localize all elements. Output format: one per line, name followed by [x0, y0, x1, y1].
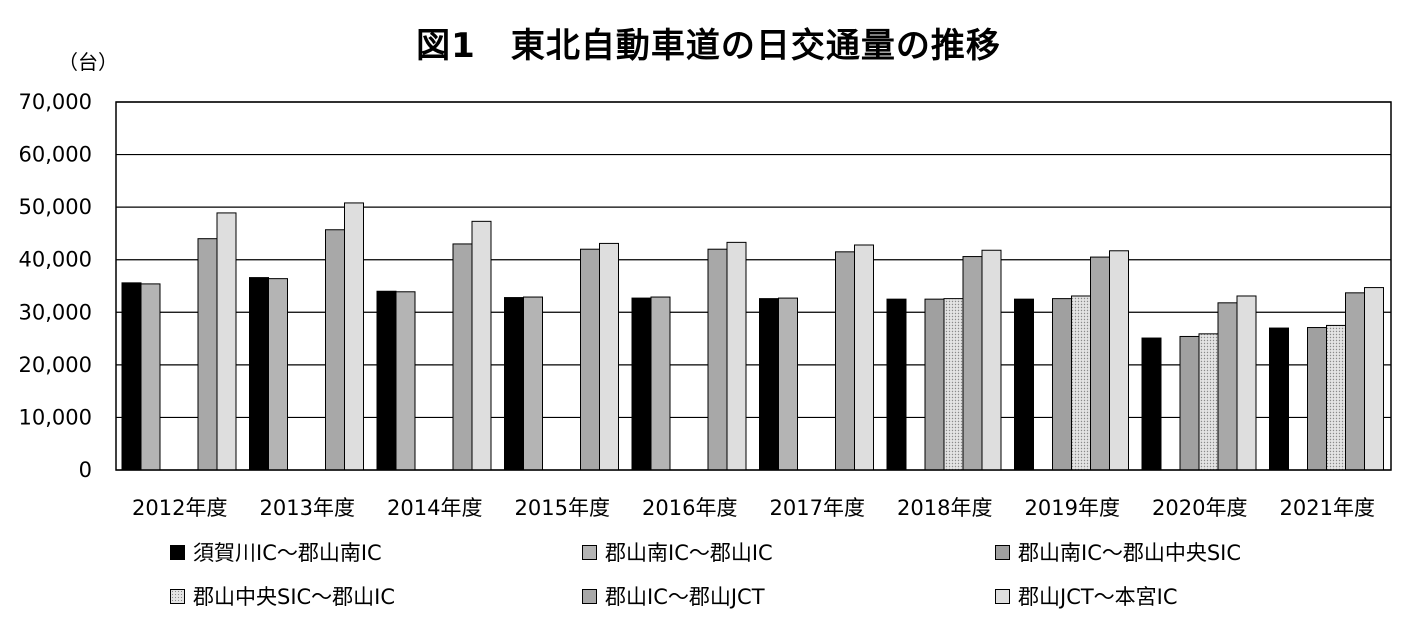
x-tick-label: 2020年度	[1152, 496, 1247, 520]
bar	[1014, 298, 1034, 471]
bar	[599, 242, 619, 471]
bar	[1090, 256, 1110, 471]
x-tick-label: 2018年度	[897, 496, 992, 520]
bar	[121, 282, 142, 471]
bar	[452, 243, 473, 471]
y-tick-label: 10,000	[19, 405, 92, 429]
bar	[197, 238, 218, 471]
bar	[962, 256, 983, 471]
bar	[1269, 327, 1289, 471]
plot-frame	[115, 101, 1392, 471]
y-tick-label: 70,000	[19, 90, 92, 114]
bar	[523, 296, 543, 471]
y-unit-label: （台）	[58, 50, 118, 74]
bar	[1052, 298, 1072, 471]
bar	[886, 298, 907, 471]
bar	[1071, 295, 1091, 471]
x-tick-label: 2012年度	[132, 496, 227, 520]
bar	[1345, 292, 1365, 471]
bar	[140, 283, 161, 471]
bar	[325, 229, 345, 471]
bar	[981, 249, 1002, 471]
bar	[854, 244, 874, 471]
x-tick-label: 2015年度	[515, 496, 610, 520]
bar	[1179, 335, 1200, 471]
bar	[376, 290, 397, 471]
y-tick-label: 40,000	[19, 248, 92, 272]
bar	[759, 298, 779, 471]
y-tick-label: 50,000	[19, 195, 92, 219]
bar	[249, 277, 269, 471]
x-tick-label: 2017年度	[770, 496, 865, 520]
bar	[504, 297, 524, 471]
bar	[580, 248, 600, 471]
x-tick-label: 2016年度	[642, 496, 737, 520]
bar	[1198, 333, 1219, 471]
bar	[726, 241, 747, 471]
bar	[1236, 295, 1257, 471]
bar	[1109, 250, 1129, 471]
bar	[778, 297, 798, 471]
y-tick-label: 30,000	[19, 300, 92, 324]
bar	[1141, 337, 1162, 471]
x-tick-label: 2014年度	[387, 496, 482, 520]
bar	[216, 212, 237, 471]
bar	[631, 297, 652, 471]
bar	[943, 298, 964, 471]
y-tick-label: 60,000	[19, 143, 92, 167]
y-tick-label: 0	[79, 458, 92, 482]
bar	[707, 248, 728, 471]
bar	[1326, 324, 1346, 471]
y-tick-label: 20,000	[19, 353, 92, 377]
bar	[268, 278, 288, 471]
bar	[924, 298, 945, 471]
chart-title: 図1 東北自動車道の日交通量の推移	[416, 26, 1001, 66]
bar	[471, 220, 492, 471]
bar	[1307, 327, 1327, 471]
x-tick-label: 2013年度	[260, 496, 355, 520]
bar	[1217, 302, 1238, 471]
bar	[650, 296, 671, 471]
bar	[835, 251, 855, 471]
x-tick-label: 2021年度	[1280, 496, 1375, 520]
x-tick-label: 2019年度	[1025, 496, 1120, 520]
bar	[344, 202, 364, 471]
bar	[395, 291, 416, 471]
bar	[1364, 287, 1384, 471]
